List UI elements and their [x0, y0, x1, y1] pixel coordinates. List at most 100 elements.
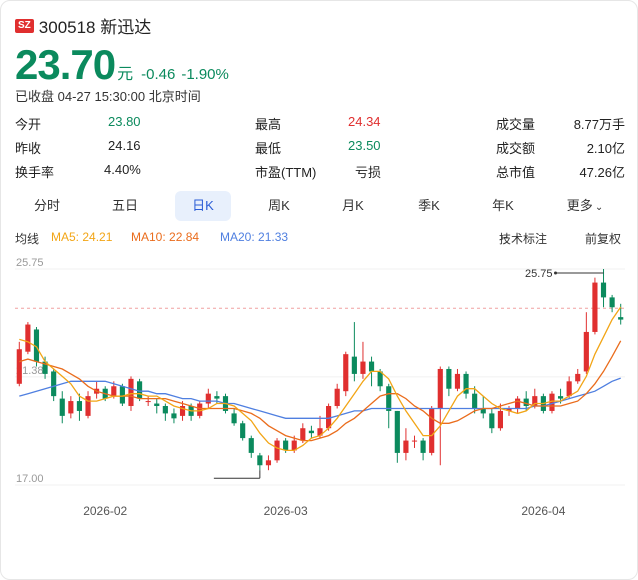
- x-tick-label: 2026-03: [264, 504, 308, 518]
- candle-body: [119, 386, 125, 404]
- candle-body: [386, 386, 392, 411]
- candle-body: [523, 398, 529, 407]
- candle-body: [257, 455, 263, 466]
- candle-body: [25, 324, 31, 352]
- candle-body: [145, 401, 151, 403]
- x-tick-label: 2026-02: [83, 504, 127, 518]
- candle-body: [197, 403, 203, 416]
- ma20-value: MA20: 21.33: [220, 230, 289, 244]
- candle-body: [76, 401, 83, 411]
- stats-row: 换手率 4.40% 市盈(TTM) 亏损 总市值 47.26亿: [15, 162, 625, 186]
- current-price: 23.70: [15, 41, 116, 88]
- candle-body: [394, 410, 400, 453]
- expand-arrows-icon: ↔: [499, 230, 510, 242]
- stat-label: 最低: [255, 141, 282, 156]
- candle-body: [326, 406, 332, 429]
- candle-body: [59, 398, 65, 416]
- candle-body: [403, 440, 409, 453]
- tab-yearly-k[interactable]: 年K: [492, 198, 514, 213]
- candle-body: [592, 282, 598, 332]
- x-tick-label: 2026-04: [521, 504, 565, 518]
- ma20-line: [19, 377, 621, 419]
- ma10-value: MA10: 22.84: [131, 230, 200, 244]
- ma-legend: 均线 MA5: 24.21 MA10: 22.84 MA20: 21.33 ↔ …: [15, 230, 627, 248]
- candle-body: [162, 406, 168, 414]
- candle-body: [334, 388, 340, 407]
- stats-row: 昨收 24.16 最低 23.50 成交额 2.10亿: [15, 138, 625, 162]
- price-unit: 元: [117, 66, 134, 83]
- max-price-label: 25.75: [525, 268, 553, 280]
- stat-label: 市盈(TTM): [255, 165, 317, 180]
- tab-daily-k[interactable]: 日K: [175, 191, 231, 221]
- tab-more-label: 更多: [566, 198, 593, 213]
- candle-body: [317, 428, 323, 436]
- candle-body: [274, 440, 280, 461]
- candle-body: [16, 349, 22, 384]
- candle-body: [489, 413, 495, 429]
- stat-label: 今开: [15, 117, 42, 132]
- candle-body: [171, 413, 177, 419]
- candle-body: [600, 282, 607, 298]
- candle-body: [368, 361, 375, 372]
- candle-body: [51, 371, 57, 397]
- candle-body: [377, 371, 383, 387]
- stat-value: 4.40%: [104, 162, 141, 177]
- candle-body: [557, 396, 564, 399]
- stat-value: 8.77万手: [573, 117, 625, 132]
- candle-body: [111, 386, 117, 397]
- y-tick-label: 17.00: [16, 473, 44, 485]
- candle-body: [248, 438, 254, 453]
- candle-body: [411, 440, 418, 442]
- candle-body: [343, 354, 349, 392]
- stat-label: 成交额: [496, 141, 536, 156]
- tab-intraday[interactable]: 分时: [33, 198, 60, 213]
- candle-body: [360, 361, 366, 374]
- candle-body: [420, 440, 426, 453]
- max-marker-dot: [554, 271, 558, 275]
- price-change-pct: -1.90%: [181, 66, 229, 83]
- tab-monthly-k[interactable]: 月K: [342, 198, 364, 213]
- candle-body: [240, 423, 246, 439]
- stat-label: 成交量: [496, 117, 536, 132]
- candle-body: [463, 373, 469, 394]
- stock-code-name[interactable]: 300518 新迅达: [38, 18, 152, 37]
- candle-body: [128, 378, 134, 407]
- candle-body: [300, 428, 306, 441]
- adjust-mode-button[interactable]: 前复权: [585, 232, 622, 246]
- period-tabs: 分时 五日 日K 周K 月K 季K 年K 更多 ⌄: [15, 191, 627, 223]
- price-change: -0.46: [141, 66, 176, 83]
- stat-label: 最高: [255, 117, 282, 132]
- tab-quarterly-k[interactable]: 季K: [418, 198, 440, 213]
- tab-five-day[interactable]: 五日: [111, 198, 138, 213]
- tech-annotation-label: 技术标注: [499, 232, 548, 246]
- candle-body: [265, 460, 272, 466]
- candle-body: [549, 393, 555, 411]
- stat-value: 24.16: [108, 138, 141, 153]
- tab-weekly-k[interactable]: 周K: [268, 198, 290, 213]
- candle-body: [33, 329, 40, 362]
- candle-body: [205, 393, 211, 404]
- chevron-down-icon: ⌄: [594, 202, 604, 213]
- candle-body: [575, 373, 581, 382]
- candle-body: [515, 398, 521, 409]
- stock-header: SZ 300518 新迅达: [15, 13, 151, 38]
- tab-more[interactable]: 更多 ⌄: [555, 191, 615, 221]
- candle-body: [446, 368, 452, 389]
- y-tick-label: 25.75: [16, 257, 44, 269]
- ma5-line: [19, 306, 622, 452]
- kline-chart[interactable]: 25.75 21.38 17.00 25.75 2026-02 2026-03 2026-0…: [1, 253, 637, 523]
- stat-label: 昨收: [15, 141, 42, 156]
- price-row: 23.70 元 -0.46 -1.90%: [15, 41, 229, 89]
- candle-body: [68, 401, 74, 414]
- candle-body: [308, 430, 314, 434]
- candle-body: [85, 396, 91, 416]
- y-tick-label: 21.38: [16, 365, 44, 377]
- candle-body: [214, 396, 220, 399]
- candle-body: [506, 408, 512, 411]
- candle-body: [472, 393, 478, 409]
- candle-body: [437, 368, 443, 409]
- candle-body: [618, 317, 624, 320]
- candle-body: [583, 331, 589, 372]
- exchange-badge: SZ: [15, 18, 34, 33]
